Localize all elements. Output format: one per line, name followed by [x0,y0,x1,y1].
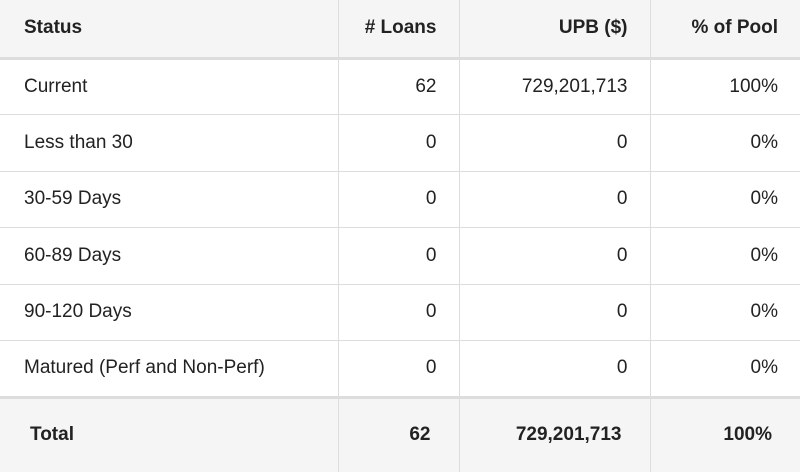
table-cell: 0% [649,114,800,172]
total-cell: 100% [649,395,800,472]
column-header: % of Pool [649,0,800,60]
header-row: Status # Loans UPB ($)% of Pool [0,0,800,60]
total-cell: 62 [337,395,460,472]
table-cell: 0 [337,170,460,228]
table-row: Matured (Perf and Non-Perf) 0 0 0% [0,340,800,398]
table-row: 30-59 Days 0 0 0% [0,170,800,228]
table-cell: Less than 30 [0,114,339,172]
table-cell: 0 [458,283,651,341]
table-header: Status # Loans UPB ($)% of Pool [0,0,800,60]
table-row: Less than 30 0 0 0% [0,114,800,172]
table-cell: 0% [649,283,800,341]
table-cell: 0% [649,170,800,228]
table-cell: 60-89 Days [0,227,339,285]
table-footer: Total 62 729,201,713 100% [0,395,800,472]
total-cell: 729,201,713 [458,395,651,472]
table-row: 90-120 Days 0 0 0% [0,283,800,341]
table-cell: 0% [649,227,800,285]
table-cell: 0% [649,340,800,398]
table-cell: 0 [337,340,460,398]
column-header: # Loans [337,0,460,60]
table-row: Current 62 729,201,713 100% [0,57,800,115]
table-cell: 0 [458,114,651,172]
total-row: Total 62 729,201,713 100% [0,395,800,472]
table-cell: 0 [458,340,651,398]
table-cell: 0 [458,227,651,285]
table-cell: 30-59 Days [0,170,339,228]
table-cell: Current [0,57,339,115]
table-cell: 0 [337,114,460,172]
column-header: Status [0,0,339,60]
table-cell: 0 [337,283,460,341]
table-cell: 0 [337,227,460,285]
table-body: Current 62 729,201,713 100% Less than 30 0 0 0%… [0,57,800,398]
table-row: 60-89 Days 0 0 0% [0,227,800,285]
column-header: UPB ($) [458,0,651,60]
table-cell: 0 [458,170,651,228]
total-cell: Total [0,395,339,472]
table-cell: Matured (Perf and Non-Perf) [0,340,339,398]
table-cell: 100% [649,57,800,115]
table-cell: 62 [337,57,460,115]
table-cell: 90-120 Days [0,283,339,341]
table-cell: 729,201,713 [458,57,651,115]
